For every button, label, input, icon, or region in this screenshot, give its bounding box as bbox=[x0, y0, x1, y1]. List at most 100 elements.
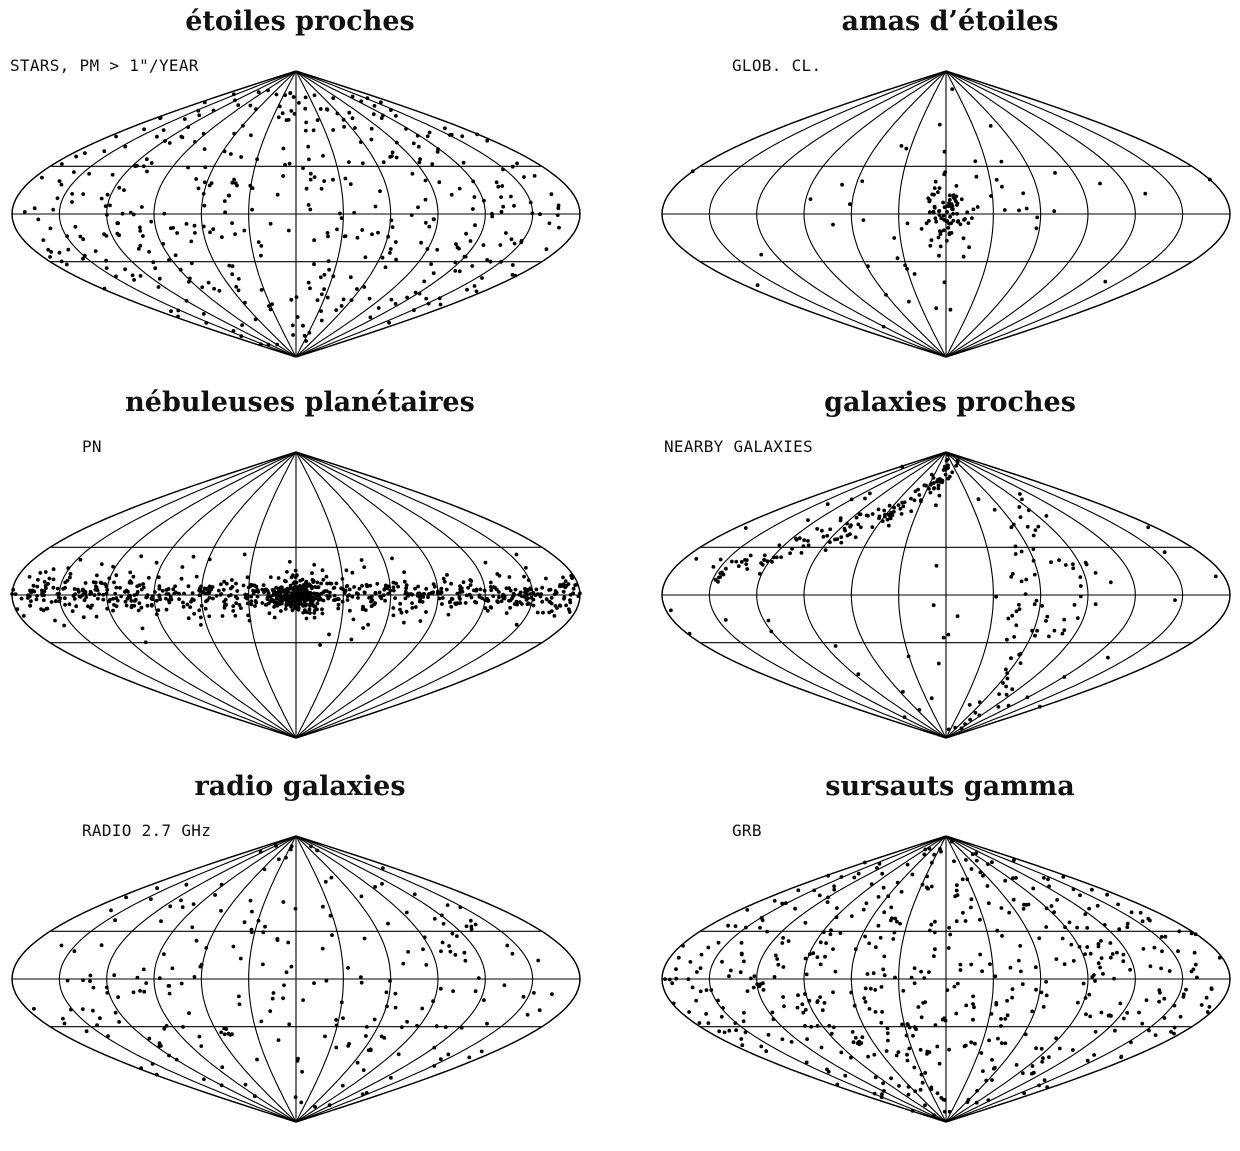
data-point bbox=[301, 583, 306, 587]
data-point bbox=[726, 923, 730, 928]
data-point bbox=[718, 557, 723, 562]
data-point bbox=[514, 599, 519, 604]
data-point bbox=[192, 975, 197, 979]
data-point bbox=[159, 919, 163, 924]
data-point bbox=[321, 904, 325, 909]
data-point bbox=[919, 499, 923, 504]
data-point bbox=[280, 111, 285, 116]
data-point bbox=[556, 203, 561, 208]
data-point bbox=[474, 600, 479, 605]
data-point bbox=[386, 921, 390, 926]
data-point bbox=[350, 94, 355, 99]
data-point bbox=[32, 206, 37, 211]
data-point bbox=[188, 276, 192, 281]
data-point bbox=[818, 995, 822, 999]
data-point bbox=[206, 590, 211, 594]
data-point bbox=[320, 607, 324, 612]
data-point bbox=[403, 591, 408, 596]
data-point bbox=[173, 253, 178, 258]
meridian-line bbox=[945, 451, 1184, 739]
data-point bbox=[354, 591, 359, 595]
data-point bbox=[373, 590, 378, 595]
data-point bbox=[833, 969, 838, 974]
data-point bbox=[502, 983, 507, 988]
data-point bbox=[81, 615, 86, 620]
data-point bbox=[331, 586, 336, 590]
data-point bbox=[404, 586, 408, 591]
data-point bbox=[403, 596, 408, 601]
data-point bbox=[270, 302, 274, 306]
data-point bbox=[872, 1052, 877, 1057]
data-point bbox=[304, 120, 309, 125]
data-point bbox=[355, 1060, 360, 1065]
data-point bbox=[423, 197, 428, 202]
data-point bbox=[43, 570, 48, 574]
data-point bbox=[149, 219, 154, 224]
data-point bbox=[879, 1095, 884, 1100]
data-point bbox=[196, 108, 201, 113]
data-point bbox=[341, 117, 346, 122]
data-point bbox=[986, 862, 990, 866]
data-point bbox=[907, 1046, 912, 1051]
data-point bbox=[1099, 956, 1104, 960]
data-point bbox=[284, 579, 288, 584]
data-point bbox=[522, 574, 526, 579]
data-point bbox=[222, 149, 227, 154]
data-point bbox=[762, 558, 767, 562]
data-point bbox=[820, 1008, 825, 1013]
data-point bbox=[216, 588, 221, 593]
data-point bbox=[47, 576, 52, 581]
data-point bbox=[398, 601, 403, 606]
data-point bbox=[1021, 191, 1026, 196]
sky-map bbox=[661, 451, 1231, 739]
data-point bbox=[1041, 1005, 1046, 1009]
data-point bbox=[1195, 975, 1199, 980]
data-point bbox=[162, 1026, 167, 1031]
data-point bbox=[1121, 1016, 1126, 1021]
data-point bbox=[81, 237, 86, 242]
data-point bbox=[388, 247, 393, 251]
data-point bbox=[130, 273, 135, 278]
data-point bbox=[919, 1015, 924, 1020]
data-point bbox=[234, 284, 239, 289]
data-point bbox=[758, 982, 763, 987]
data-point bbox=[40, 591, 44, 595]
data-point bbox=[566, 582, 571, 586]
data-point bbox=[1052, 209, 1057, 214]
meridian-line bbox=[850, 451, 947, 739]
data-point bbox=[563, 579, 568, 583]
data-point bbox=[260, 601, 265, 605]
data-point bbox=[1176, 949, 1180, 954]
data-point bbox=[197, 608, 202, 613]
data-point bbox=[292, 596, 297, 601]
data-point bbox=[376, 230, 380, 235]
data-point bbox=[828, 527, 833, 532]
data-point bbox=[868, 986, 873, 991]
data-point bbox=[46, 247, 51, 252]
data-point bbox=[1084, 562, 1089, 567]
data-point bbox=[202, 180, 207, 185]
data-point bbox=[499, 195, 503, 199]
data-point bbox=[933, 1023, 938, 1028]
data-point bbox=[391, 585, 396, 590]
meridian-line bbox=[945, 451, 1089, 739]
data-point bbox=[1078, 594, 1083, 599]
data-point bbox=[882, 954, 887, 959]
data-point bbox=[251, 591, 256, 596]
data-point bbox=[1153, 1033, 1158, 1037]
data-point bbox=[937, 213, 942, 217]
data-point bbox=[499, 599, 504, 604]
data-point bbox=[39, 607, 43, 611]
data-point bbox=[1018, 944, 1023, 948]
data-point bbox=[131, 574, 136, 579]
data-point bbox=[268, 307, 273, 312]
data-point bbox=[343, 176, 348, 181]
data-point bbox=[151, 260, 156, 265]
data-point bbox=[145, 593, 150, 597]
data-point bbox=[971, 1002, 975, 1006]
data-point bbox=[882, 910, 887, 915]
data-point bbox=[249, 133, 253, 138]
data-point bbox=[150, 603, 154, 608]
data-point bbox=[250, 207, 255, 212]
data-point bbox=[287, 559, 292, 564]
